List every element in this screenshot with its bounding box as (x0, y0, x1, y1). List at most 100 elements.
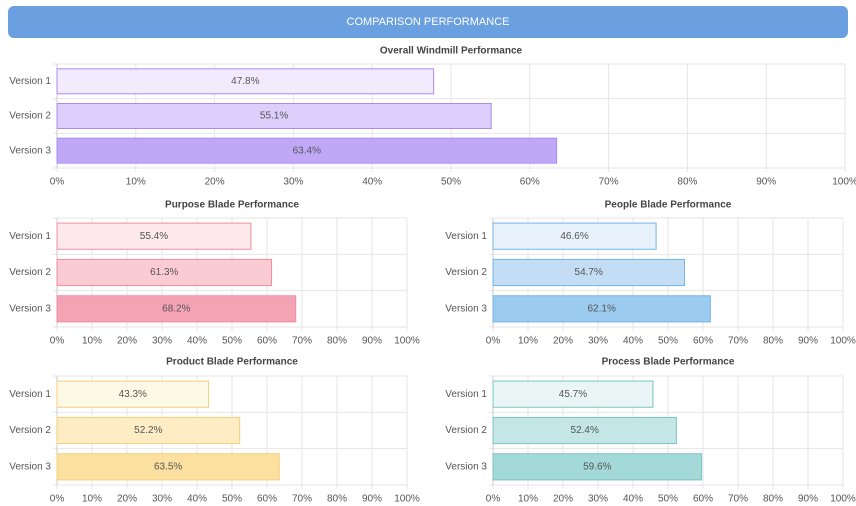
x-tick-label: 70% (292, 336, 312, 347)
x-tick-label: 60% (693, 494, 713, 505)
x-tick-label: 0% (50, 177, 65, 188)
x-tick-label: 40% (362, 177, 382, 188)
x-tick-label: 50% (222, 336, 242, 347)
x-tick-label: 20% (117, 336, 137, 347)
x-tick-label: 90% (362, 336, 382, 347)
x-tick-label: 40% (623, 336, 643, 347)
bar (492, 295, 711, 323)
bar (56, 416, 241, 445)
x-tick-label: 80% (327, 494, 347, 505)
chart-title: Product Blade Performance (166, 357, 298, 368)
bar (56, 68, 435, 95)
data-label: 47.8% (231, 76, 259, 87)
chart-title: Overall Windmill Performance (380, 46, 523, 57)
bar (56, 295, 297, 323)
x-tick-label: 90% (798, 336, 818, 347)
x-tick-label: 30% (152, 494, 172, 505)
bar (56, 222, 252, 250)
y-tick-label: Version 1 (9, 389, 51, 400)
x-tick-label: 30% (283, 177, 303, 188)
y-tick-label: Version 3 (9, 145, 51, 156)
x-tick-label: 30% (588, 336, 608, 347)
x-tick-label: 0% (486, 336, 501, 347)
x-tick-label: 100% (832, 177, 856, 188)
x-tick-label: 60% (520, 177, 540, 188)
x-tick-label: 100% (830, 336, 856, 347)
x-tick-label: 80% (677, 177, 697, 188)
x-tick-label: 10% (518, 494, 538, 505)
y-tick-label: Version 2 (9, 425, 51, 436)
header-bar (8, 6, 848, 38)
x-tick-label: 70% (728, 494, 748, 505)
bar (56, 258, 273, 287)
bar (492, 222, 657, 250)
y-tick-label: Version 2 (9, 111, 51, 122)
y-tick-label: Version 2 (9, 267, 51, 278)
x-tick-label: 80% (763, 494, 783, 505)
data-label: 68.2% (162, 303, 190, 314)
x-tick-label: 20% (553, 494, 573, 505)
chart-title: Process Blade Performance (602, 357, 735, 368)
bar (56, 453, 280, 481)
y-tick-label: Version 3 (9, 461, 51, 472)
x-tick-label: 20% (553, 336, 573, 347)
x-tick-label: 0% (50, 494, 65, 505)
x-tick-label: 100% (830, 494, 856, 505)
x-tick-label: 30% (152, 336, 172, 347)
y-tick-label: Version 3 (445, 303, 487, 314)
x-tick-label: 80% (763, 336, 783, 347)
x-tick-label: 70% (292, 494, 312, 505)
x-tick-label: 50% (658, 494, 678, 505)
data-label: 63.5% (154, 461, 182, 472)
y-tick-label: Version 3 (9, 303, 51, 314)
bar (56, 103, 492, 129)
x-tick-label: 100% (394, 494, 420, 505)
x-tick-label: 0% (50, 336, 65, 347)
data-label: 46.6% (560, 231, 588, 242)
data-label: 52.4% (571, 425, 599, 436)
bar (492, 258, 685, 287)
x-tick-label: 60% (257, 336, 277, 347)
x-tick-label: 70% (599, 177, 619, 188)
x-tick-label: 100% (394, 336, 420, 347)
bar (56, 380, 210, 408)
x-tick-label: 90% (756, 177, 776, 188)
x-tick-label: 90% (798, 494, 818, 505)
x-tick-label: 0% (486, 494, 501, 505)
bar (56, 137, 558, 164)
data-label: 54.7% (575, 267, 603, 278)
bar (492, 416, 677, 445)
x-tick-label: 10% (82, 494, 102, 505)
y-tick-label: Version 3 (445, 461, 487, 472)
data-label: 45.7% (559, 389, 587, 400)
x-tick-label: 50% (441, 177, 461, 188)
bar (492, 453, 703, 481)
x-tick-label: 60% (257, 494, 277, 505)
data-label: 62.1% (587, 303, 615, 314)
y-tick-label: Version 2 (445, 267, 487, 278)
x-tick-label: 40% (187, 336, 207, 347)
data-label: 59.6% (583, 461, 611, 472)
x-tick-label: 40% (623, 494, 643, 505)
x-tick-label: 10% (518, 336, 538, 347)
y-tick-label: Version 1 (9, 231, 51, 242)
x-tick-label: 20% (205, 177, 225, 188)
chart-title: People Blade Performance (605, 200, 732, 211)
data-label: 61.3% (150, 267, 178, 278)
x-tick-label: 90% (362, 494, 382, 505)
x-tick-label: 70% (728, 336, 748, 347)
y-tick-label: Version 1 (445, 231, 487, 242)
x-tick-label: 60% (693, 336, 713, 347)
x-tick-label: 50% (658, 336, 678, 347)
x-tick-label: 10% (82, 336, 102, 347)
x-tick-label: 20% (117, 494, 137, 505)
y-tick-label: Version 1 (9, 76, 51, 87)
data-label: 52.2% (134, 425, 162, 436)
header-title: COMPARISON PERFORMANCE (347, 16, 510, 28)
x-tick-label: 30% (588, 494, 608, 505)
y-tick-label: Version 1 (445, 389, 487, 400)
x-tick-label: 50% (222, 494, 242, 505)
x-tick-label: 10% (126, 177, 146, 188)
y-tick-label: Version 2 (445, 425, 487, 436)
